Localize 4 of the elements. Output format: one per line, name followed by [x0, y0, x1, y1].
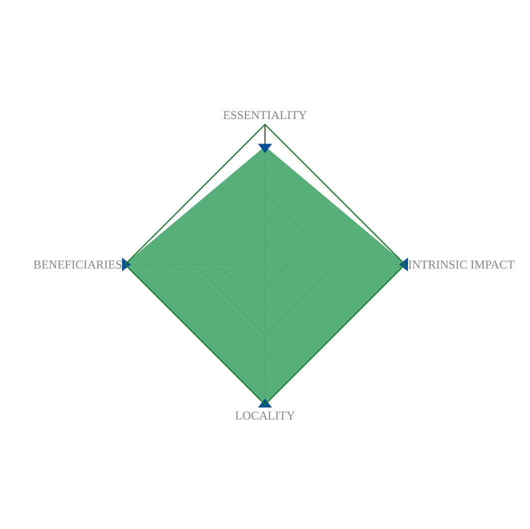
spoke-label: LOCALITY	[235, 408, 296, 422]
spoke-label: ESSENTIALITY	[223, 108, 308, 122]
spoke-label: INTRINSIC IMPACT	[408, 258, 516, 272]
spoke-label: BENEFICIARIES	[33, 258, 122, 272]
